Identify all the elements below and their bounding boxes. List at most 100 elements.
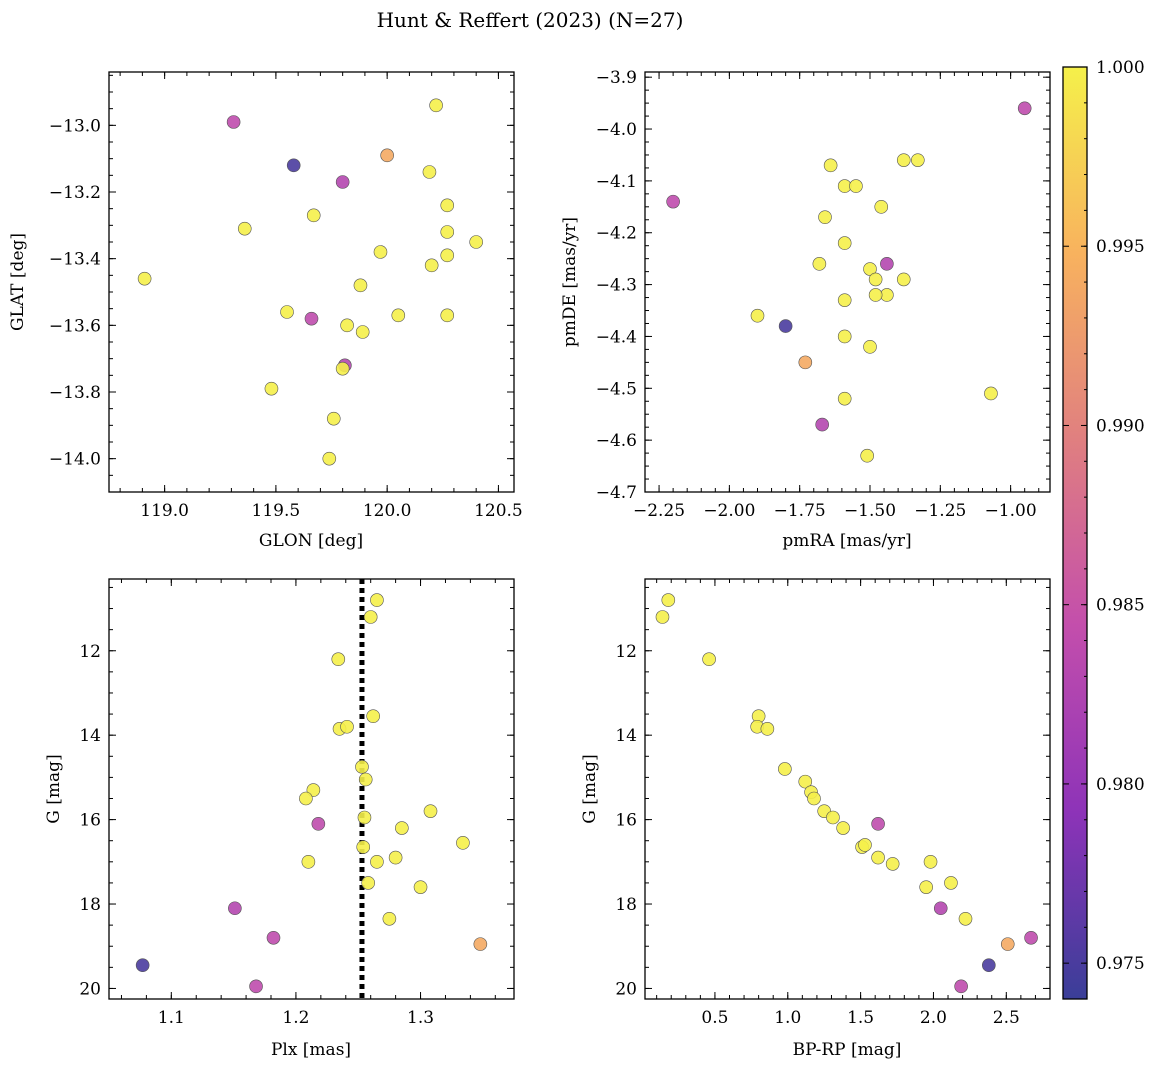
scatter-point [885, 857, 900, 871]
x-axis-label: GLON [deg] [259, 531, 363, 551]
scatter-point [919, 880, 933, 894]
x-axis: 119.0 119.5 120.0 120.5 [119, 72, 523, 521]
y-tick-label: −4.4 [596, 327, 637, 347]
scatter-points [655, 593, 1038, 994]
colorbar-tick-label: 0.995 [1096, 237, 1145, 257]
scatter-point [423, 804, 438, 818]
scatter-point [355, 760, 369, 774]
y-axis-label: pmDE [mas/yr] [560, 217, 580, 347]
scatter-point [954, 979, 968, 994]
scatter-point [863, 340, 877, 354]
scatter-point [812, 257, 827, 271]
y-tick-label: 12 [615, 642, 637, 662]
colorbar-tick-label: 0.975 [1096, 954, 1145, 974]
scatter-point [440, 225, 455, 239]
scatter-point [473, 937, 488, 951]
colorbar-tick-label: 0.980 [1096, 775, 1145, 795]
x-tick-label: 119.0 [140, 501, 189, 521]
scatter-point [933, 901, 948, 916]
scatter-point [299, 791, 313, 806]
y-tick-label: 18 [79, 895, 101, 915]
panel-glon-glat: 119.0 119.5 120.0 120.5 −13.0−13.2−13.4−13.… [8, 71, 523, 551]
y-tick-label: −13.8 [49, 383, 101, 403]
y-tick-label: 20 [615, 979, 637, 999]
y-axis: 12 14 16 18 20 [615, 586, 1050, 999]
scatter-point [357, 810, 372, 825]
scatter-point [361, 876, 376, 890]
scatter-point [135, 958, 150, 973]
scatter-point [837, 293, 852, 307]
x-tick-label: 120.5 [474, 501, 523, 521]
scatter-point [440, 308, 455, 323]
scatter-point [237, 221, 252, 236]
scatter-point [778, 319, 793, 333]
scatter-point [228, 901, 242, 916]
y-tick-label: −4.2 [596, 224, 637, 244]
scatter-point [356, 840, 371, 854]
y-axis-label: GLAT [deg] [8, 233, 28, 331]
x-tick-label: 1.5 [847, 1008, 874, 1028]
x-tick-label: −2.00 [703, 501, 755, 521]
y-tick-label: −3.9 [596, 68, 637, 88]
scatter-point [896, 153, 911, 167]
x-tick-label: 119.5 [252, 501, 301, 521]
x-tick-label: 2.5 [993, 1008, 1020, 1028]
x-axis-label: pmRA [mas/yr] [782, 531, 911, 551]
scatter-point [335, 361, 350, 376]
y-axis-label: G [mag] [44, 754, 64, 823]
scatter-point [923, 855, 938, 869]
scatter-point [424, 258, 439, 273]
x-axis: 0.5 1.0 1.5 2.0 2.5 [656, 579, 1036, 1028]
scatter-point [331, 652, 346, 667]
colorbar-tick-label: 0.990 [1096, 416, 1145, 436]
y-tick-label: −14.0 [49, 450, 101, 470]
scatter-point [358, 772, 373, 787]
scatter-point [1000, 937, 1015, 951]
scatter-point [311, 817, 326, 831]
scatter-point [249, 979, 263, 994]
scatter-point [306, 208, 321, 223]
y-tick-label: −4.0 [596, 120, 637, 140]
scatter-point [366, 709, 380, 723]
scatter-point [363, 610, 378, 624]
x-tick-label: −1.25 [914, 501, 966, 521]
x-axis: 1.1 1.2 1.3 [120, 579, 496, 1028]
scatter-point [429, 98, 443, 113]
y-tick-label: −4.5 [596, 379, 637, 399]
scatter-point [380, 148, 394, 163]
y-axis: 12 14 16 18 20 [79, 586, 514, 999]
scatter-point [823, 158, 838, 173]
scatter-point [391, 308, 406, 323]
scatter-point [304, 311, 319, 326]
plot-frame [644, 71, 1051, 493]
x-axis-label: BP-RP [mag] [793, 1040, 902, 1060]
y-axis: −3.9 −4.0 −4.1 −4.2 −4.3 −4.4 −4.5 −4.6 −4.7 [596, 68, 1050, 503]
y-tick-label: −13.0 [49, 116, 101, 136]
scatter-point [422, 165, 437, 179]
y-tick-label: 20 [79, 979, 101, 999]
x-axis-label: Plx [mas] [271, 1040, 351, 1060]
scatter-point [286, 158, 301, 173]
y-tick-label: 16 [79, 811, 101, 831]
scatter-point [911, 153, 925, 167]
scatter-points [137, 98, 483, 466]
x-axis: −2.25 −2.00 −1.75 −1.50 −1.25 −1.00 [633, 72, 1040, 521]
colorbar-tick-label: 1.000 [1096, 58, 1145, 78]
scatter-point [849, 179, 863, 193]
x-tick-label: 120.0 [363, 501, 412, 521]
x-tick-label: −2.25 [633, 501, 685, 521]
scatter-point [837, 236, 852, 250]
colorbar: 0.975 0.980 0.985 0.990 0.995 1.000 [1062, 58, 1145, 1000]
x-tick-label: 0.5 [701, 1008, 728, 1028]
y-tick-label: −4.1 [596, 172, 637, 192]
scatter-point [798, 774, 813, 789]
scatter-point [826, 810, 840, 825]
scatter-point [807, 791, 821, 806]
scatter-point [370, 855, 384, 869]
scatter-point [335, 175, 350, 189]
scatter-point [896, 272, 911, 287]
x-tick-label: −1.75 [774, 501, 826, 521]
scatter-point [760, 722, 775, 736]
scatter-point [340, 719, 354, 734]
scatter-point [395, 821, 409, 835]
